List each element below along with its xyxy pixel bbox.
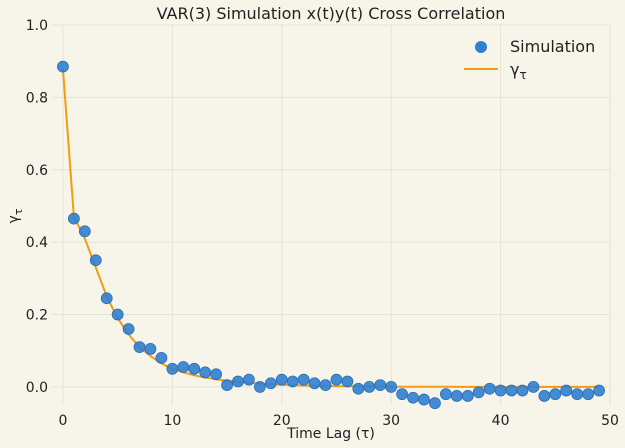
legend: Simulation γτ [464,37,595,82]
chart-title: VAR(3) Simulation x(t)y(t) Cross Correla… [157,4,506,23]
gamma-line [61,68,600,388]
simulation-point [418,393,430,406]
simulation-point [308,377,321,390]
simulation-point [527,381,540,393]
grid [52,24,611,405]
simulation-point [560,384,573,397]
simulation-point [407,391,419,404]
simulation-point [221,379,233,391]
x-tick-label: 10 [163,413,181,429]
simulation-point [374,379,387,391]
simulation-point [57,60,69,73]
simulation-point [199,366,212,379]
simulation-point [210,368,223,381]
simulation-point [232,375,244,388]
y-axis-label: γτ [6,208,25,223]
simulation-point [494,384,507,397]
y-tick-label: 0.0 [26,380,48,396]
y-tick-labels: 0.0 0.2 0.4 0.6 0.8 1.0 [26,18,48,396]
simulation-point [297,373,310,386]
x-tick-label: 20 [273,413,291,429]
simulation-point [505,384,518,397]
simulation-point [439,388,452,401]
simulation-point [243,373,255,386]
simulation-point [516,384,529,397]
simulation-point [155,352,168,364]
simulation-point [166,362,179,375]
simulation-point [538,390,551,402]
simulation-point [122,323,135,335]
simulation-point [111,308,124,321]
simulation-point [363,381,376,393]
x-tick-label: 0 [58,413,67,429]
simulation-point [593,384,605,397]
simulation-point [144,343,157,355]
x-axis-label: Time Lag (τ) [286,426,375,442]
simulation-point [571,388,584,401]
y-tick-label: 0.8 [26,90,48,106]
x-tick-label: 40 [492,413,510,429]
simulation-point [89,254,102,267]
x-tick-labels: 0 10 20 30 40 50 [58,413,618,429]
y-tick-label: 0.6 [26,163,48,179]
simulation-point [67,212,80,225]
simulation-point [472,386,485,399]
simulation-point [264,377,277,390]
simulation-point [461,390,474,402]
y-tick-label: 1.0 [26,18,48,34]
simulation-point [253,381,266,393]
y-tick-label: 0.4 [26,235,48,251]
simulation-point [177,361,190,373]
simulation-point [483,382,496,395]
simulation-point [341,375,354,388]
simulation-point [352,382,365,395]
simulation-point [275,373,288,386]
simulation-point [188,362,201,375]
x-tick-label: 50 [601,413,619,429]
simulation-point [100,292,113,305]
simulation-point [319,379,332,391]
legend-marker-simulation [475,41,487,53]
simulation-point [78,225,91,238]
y-tick-label: 0.2 [26,308,48,324]
simulation-point [582,388,595,401]
legend-label-simulation: Simulation [510,37,595,56]
simulation-point [133,341,146,353]
simulation-point [549,388,562,401]
simulation-point [385,381,398,393]
x-tick-label: 30 [382,413,400,429]
simulation-point [330,373,343,386]
simulation-point [429,397,441,410]
simulation-point [450,390,463,402]
simulation-point [286,375,299,388]
legend-label-gamma: γτ [510,60,527,82]
simulation-points [57,60,605,410]
simulation-point [396,388,409,401]
